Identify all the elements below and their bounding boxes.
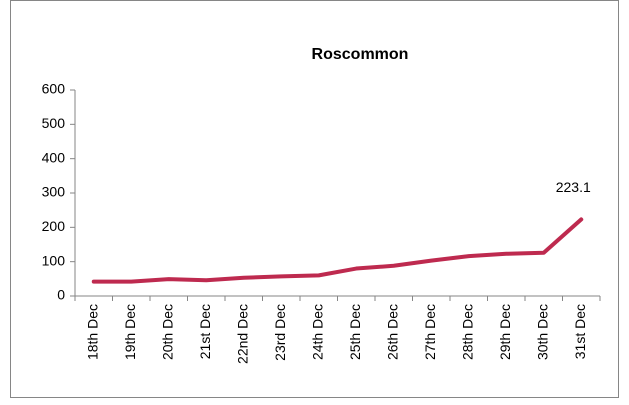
x-tick-label: 18th Dec <box>84 304 100 360</box>
data-line <box>91 217 584 284</box>
y-tick-label: 100 <box>42 252 66 268</box>
y-tick-label: 500 <box>42 115 66 131</box>
chart-title: Roscommon <box>312 46 409 63</box>
y-tick-label: 300 <box>42 184 66 200</box>
x-tick-label: 27th Dec <box>422 304 438 360</box>
x-tick-label: 23rd Dec <box>272 304 288 361</box>
x-tick-label: 22nd Dec <box>234 304 250 364</box>
data-label: 223.1 <box>556 179 591 195</box>
x-tick-label: 25th Dec <box>347 304 363 360</box>
y-tick-label: 400 <box>42 149 66 165</box>
x-tick-label: 26th Dec <box>384 304 400 360</box>
x-tick-label: 31st Dec <box>572 304 588 359</box>
x-tick-label: 30th Dec <box>534 304 550 360</box>
x-tick-label: 20th Dec <box>159 304 175 360</box>
chart-frame <box>10 0 619 398</box>
x-tick-label: 19th Dec <box>122 304 138 360</box>
x-tick-label: 28th Dec <box>459 304 475 360</box>
y-tick-label: 200 <box>42 218 66 234</box>
x-tick-label: 24th Dec <box>309 304 325 360</box>
y-tick-label: 600 <box>42 81 66 97</box>
x-tick-label: 29th Dec <box>497 304 513 360</box>
y-tick-label: 0 <box>57 287 65 303</box>
x-tick-label: 21st Dec <box>197 304 213 359</box>
